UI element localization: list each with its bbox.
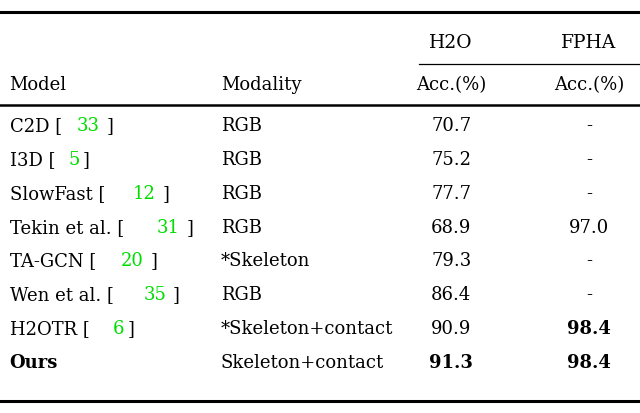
Text: ]: ] — [173, 286, 180, 304]
Text: SlowFast [: SlowFast [ — [10, 185, 105, 203]
Text: Skeleton+contact: Skeleton+contact — [221, 354, 384, 372]
Text: 33: 33 — [77, 117, 100, 135]
Text: 75.2: 75.2 — [431, 151, 471, 169]
Text: 91.3: 91.3 — [429, 354, 473, 372]
Text: Acc.(%): Acc.(%) — [416, 76, 486, 94]
Text: Model: Model — [10, 76, 67, 94]
Text: 12: 12 — [132, 185, 156, 203]
Text: -: - — [586, 185, 592, 203]
Text: ]: ] — [187, 218, 193, 237]
Text: ]: ] — [83, 151, 90, 169]
Text: RGB: RGB — [221, 218, 262, 237]
Text: 98.4: 98.4 — [567, 354, 611, 372]
Text: I3D [: I3D [ — [10, 151, 55, 169]
Text: 98.4: 98.4 — [567, 320, 611, 338]
Text: TA-GCN [: TA-GCN [ — [10, 252, 96, 271]
Text: *Skeleton: *Skeleton — [221, 252, 310, 271]
Text: 35: 35 — [143, 286, 166, 304]
Text: ]: ] — [150, 252, 157, 271]
Text: 97.0: 97.0 — [569, 218, 609, 237]
Text: H2O: H2O — [429, 34, 473, 52]
Text: 6: 6 — [113, 320, 124, 338]
Text: -: - — [586, 117, 592, 135]
Text: Ours: Ours — [10, 354, 58, 372]
Text: RGB: RGB — [221, 151, 262, 169]
Text: ]: ] — [127, 320, 134, 338]
Text: -: - — [586, 151, 592, 169]
Text: -: - — [586, 286, 592, 304]
Text: -: - — [586, 252, 592, 271]
Text: 31: 31 — [157, 218, 180, 237]
Text: 79.3: 79.3 — [431, 252, 471, 271]
Text: RGB: RGB — [221, 117, 262, 135]
Text: H2OTR [: H2OTR [ — [10, 320, 90, 338]
Text: 70.7: 70.7 — [431, 117, 471, 135]
Text: 86.4: 86.4 — [431, 286, 471, 304]
Text: RGB: RGB — [221, 185, 262, 203]
Text: 77.7: 77.7 — [431, 185, 471, 203]
Text: ]: ] — [162, 185, 169, 203]
Text: Modality: Modality — [221, 76, 301, 94]
Text: Tekin et al. [: Tekin et al. [ — [10, 218, 124, 237]
Text: 20: 20 — [121, 252, 144, 271]
Text: *Skeleton+contact: *Skeleton+contact — [221, 320, 393, 338]
Text: C2D [: C2D [ — [10, 117, 61, 135]
Text: 90.9: 90.9 — [431, 320, 472, 338]
Text: 5: 5 — [68, 151, 80, 169]
Text: 68.9: 68.9 — [431, 218, 472, 237]
Text: RGB: RGB — [221, 286, 262, 304]
Text: ]: ] — [106, 117, 113, 135]
Text: Acc.(%): Acc.(%) — [554, 76, 624, 94]
Text: FPHA: FPHA — [561, 34, 616, 52]
Text: Wen et al. [: Wen et al. [ — [10, 286, 113, 304]
